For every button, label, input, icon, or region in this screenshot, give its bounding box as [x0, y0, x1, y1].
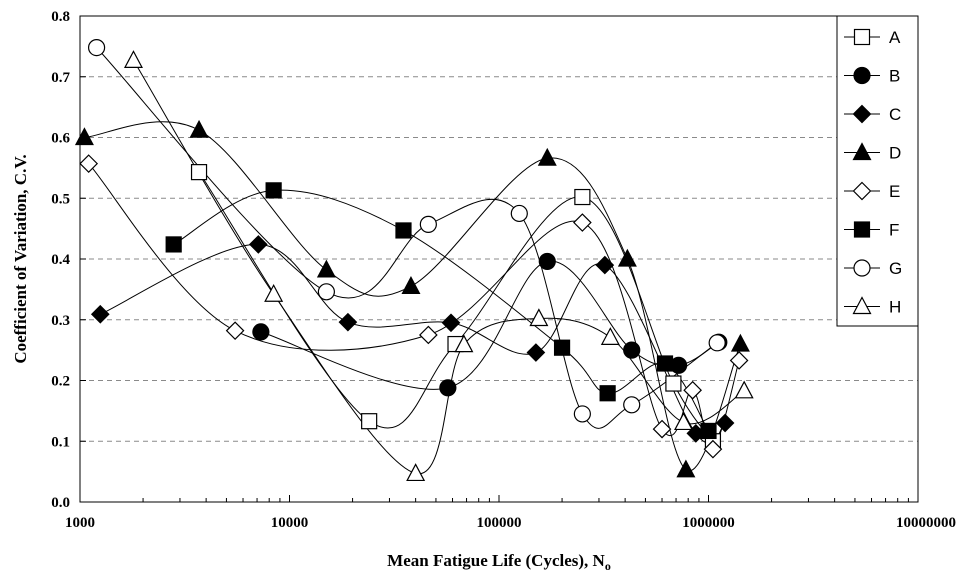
data-point-a — [190, 164, 208, 181]
y-tick-label: 0.7 — [51, 70, 70, 86]
data-point-f — [265, 182, 282, 199]
legend-marker-d — [852, 142, 872, 161]
legend-label-a: A — [889, 28, 901, 47]
data-point-c — [715, 413, 735, 433]
data-point-c — [441, 313, 461, 333]
data-point-g — [87, 38, 106, 57]
data-point-c — [248, 235, 268, 254]
x-tick-label: 10000000 — [896, 515, 956, 531]
data-point-d — [617, 248, 637, 267]
data-point-g — [317, 283, 335, 301]
data-point-f — [700, 422, 717, 440]
data-point-f — [165, 236, 182, 253]
data-point-h — [600, 327, 620, 345]
legend-marker-g — [853, 259, 871, 277]
data-point-f — [553, 339, 571, 356]
legend-label-e: E — [889, 182, 900, 201]
data-point-e — [418, 325, 438, 345]
data-point-g — [510, 204, 528, 223]
data-point-c — [90, 304, 110, 324]
data-point-d — [730, 333, 750, 352]
data-point-e — [683, 380, 702, 400]
y-tick-label: 0.1 — [51, 434, 70, 450]
legend-marker-e — [852, 181, 872, 201]
data-point-h — [454, 334, 474, 353]
legend-marker-b — [853, 66, 871, 85]
series-line-f — [173, 189, 709, 432]
data-point-a — [574, 188, 591, 206]
series-line-g — [96, 47, 718, 429]
data-point-b — [623, 341, 641, 359]
data-point-c — [595, 255, 615, 275]
data-point-e — [79, 154, 99, 173]
gridlines — [80, 76, 918, 442]
data-point-g — [573, 405, 591, 423]
data-point-c — [526, 343, 546, 362]
y-tick-label: 0.5 — [51, 191, 70, 207]
legend-label-f: F — [889, 221, 899, 240]
y-tick-label: 0.4 — [51, 252, 70, 268]
x-tick-label: 100000 — [477, 515, 522, 531]
y-axis-label: Coefficient of Variation, C.V. — [11, 154, 30, 363]
data-point-f — [599, 385, 616, 402]
data-point-e — [703, 439, 723, 459]
x-axis-label: Mean Fatigue Life (Cycles), No — [387, 551, 611, 573]
legend-label-b: B — [889, 67, 900, 86]
data-point-d — [316, 259, 336, 278]
data-point-e — [652, 419, 672, 439]
legend-marker-c — [852, 104, 872, 124]
x-tick-label: 10000 — [271, 515, 309, 531]
data-point-c — [338, 312, 358, 332]
series-markers — [74, 38, 754, 482]
data-point-b — [252, 323, 270, 341]
data-point-b — [439, 379, 457, 397]
data-point-h — [734, 380, 754, 399]
x-tick-label: 1000 — [65, 515, 95, 531]
series-line-e — [88, 163, 740, 450]
y-ticks: 0.0 0.1 0.2 0.3 0.4 0.5 0.6 0.7 0.8 — [51, 9, 86, 511]
y-tick-label: 0.6 — [51, 131, 70, 147]
y-tick-label: 0.8 — [51, 9, 70, 25]
x-ticks: 1000 10000 100000 1000000 10000000 — [65, 495, 956, 531]
data-point-d — [676, 459, 696, 478]
data-point-a — [361, 413, 378, 430]
legend-label-d: D — [889, 144, 901, 163]
x-tick-label: 1000000 — [682, 515, 735, 531]
data-point-g — [623, 396, 641, 414]
y-tick-label: 0.3 — [51, 313, 70, 329]
data-point-b — [538, 252, 556, 271]
y-tick-label: 0.2 — [51, 374, 70, 390]
data-point-d — [74, 127, 94, 146]
data-point-h — [406, 463, 426, 482]
legend-box — [836, 15, 919, 327]
data-point-d — [189, 119, 209, 138]
legend-label-h: H — [889, 298, 901, 317]
data-point-f — [656, 355, 674, 372]
data-point-h — [529, 308, 549, 327]
legend: A BC DE FG H — [836, 15, 919, 327]
data-point-f — [395, 222, 412, 239]
legend-marker-f — [853, 221, 871, 238]
series-curves — [84, 47, 745, 474]
legend-marker-a — [853, 28, 871, 46]
data-point-a — [665, 375, 682, 392]
legend-label-c: C — [889, 105, 901, 124]
data-point-g — [708, 334, 726, 352]
data-point-d — [537, 147, 557, 166]
data-point-h — [674, 412, 694, 431]
data-point-e — [225, 321, 245, 341]
data-point-h — [123, 50, 143, 68]
data-point-e — [729, 351, 749, 370]
data-point-g — [419, 215, 437, 233]
legend-marker-h — [852, 296, 872, 315]
legend-label-g: G — [889, 259, 902, 278]
data-point-e — [573, 213, 592, 232]
series-line-h — [133, 60, 745, 474]
data-point-d — [401, 276, 421, 294]
data-point-h — [264, 283, 284, 302]
y-tick-label: 0.0 — [51, 495, 70, 511]
series-line-d — [84, 121, 741, 472]
